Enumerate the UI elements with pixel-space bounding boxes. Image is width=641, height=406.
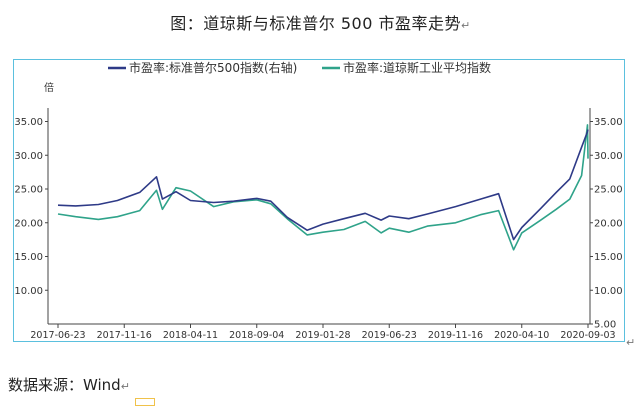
right-y-tick-label: 5.00 bbox=[594, 320, 616, 331]
right-y-tick-label: 15.00 bbox=[594, 252, 623, 263]
right-y-tick-label: 20.00 bbox=[594, 218, 623, 229]
x-tick-label: 2020-09-03 bbox=[560, 330, 615, 341]
x-tick-label: 2019-11-16 bbox=[428, 330, 483, 341]
right-y-tick-label: 10.00 bbox=[594, 286, 623, 297]
page-title: 图：道琼斯与标准普尔 500 市盈率走势↵ bbox=[0, 10, 641, 34]
legend-label-sp500: 市盈率:标准普尔500指数(右轴) bbox=[129, 60, 297, 75]
data-source: 数据来源：Wind↵ bbox=[8, 374, 130, 395]
y-axis-unit-label: 倍 bbox=[44, 81, 54, 94]
right-y-tick-label: 35.00 bbox=[594, 117, 623, 128]
paragraph-mark-icon: ↵ bbox=[626, 336, 636, 349]
data-source-text: 数据来源：Wind bbox=[8, 376, 121, 394]
right-y-tick-label: 30.00 bbox=[594, 151, 623, 162]
x-tick-label: 2020-04-10 bbox=[494, 330, 549, 341]
series-layer bbox=[57, 124, 589, 251]
x-tick-label: 2018-09-04 bbox=[229, 330, 284, 341]
paragraph-mark-icon: ↵ bbox=[120, 380, 130, 393]
left-y-tick-label: 35.00 bbox=[14, 117, 43, 128]
paragraph-mark-icon: ↵ bbox=[461, 19, 471, 32]
left-y-tick-label: 25.00 bbox=[14, 185, 43, 196]
x-tick-label: 2019-01-28 bbox=[295, 330, 350, 341]
left-y-tick-label: 20.00 bbox=[14, 218, 43, 229]
legend-label-dow: 市盈率:道琼斯工业平均指数 bbox=[343, 60, 491, 75]
x-tick-label: 2018-04-11 bbox=[163, 330, 218, 341]
x-tick-label: 2019-06-23 bbox=[362, 330, 417, 341]
left-y-tick-label: 30.00 bbox=[14, 151, 43, 162]
series-line-dow bbox=[57, 124, 589, 251]
x-tick-label: 2017-06-23 bbox=[30, 330, 85, 341]
left-y-tick-label: 15.00 bbox=[14, 252, 43, 263]
chart-frame bbox=[13, 59, 625, 342]
left-y-tick-label: 10.00 bbox=[14, 286, 43, 297]
right-y-tick-label: 25.00 bbox=[594, 185, 623, 196]
x-tick-label: 2017-11-16 bbox=[97, 330, 152, 341]
series-line-sp500 bbox=[57, 129, 589, 241]
page-title-text: 图：道琼斯与标准普尔 500 市盈率走势 bbox=[170, 14, 461, 33]
axes: 35.00 30.00 25.00 20.00 15.00 10.00 35.00 30.00… bbox=[14, 108, 623, 341]
chart-legend: 市盈率:标准普尔500指数(右轴) 市盈率:道琼斯工业平均指数 bbox=[108, 60, 491, 75]
